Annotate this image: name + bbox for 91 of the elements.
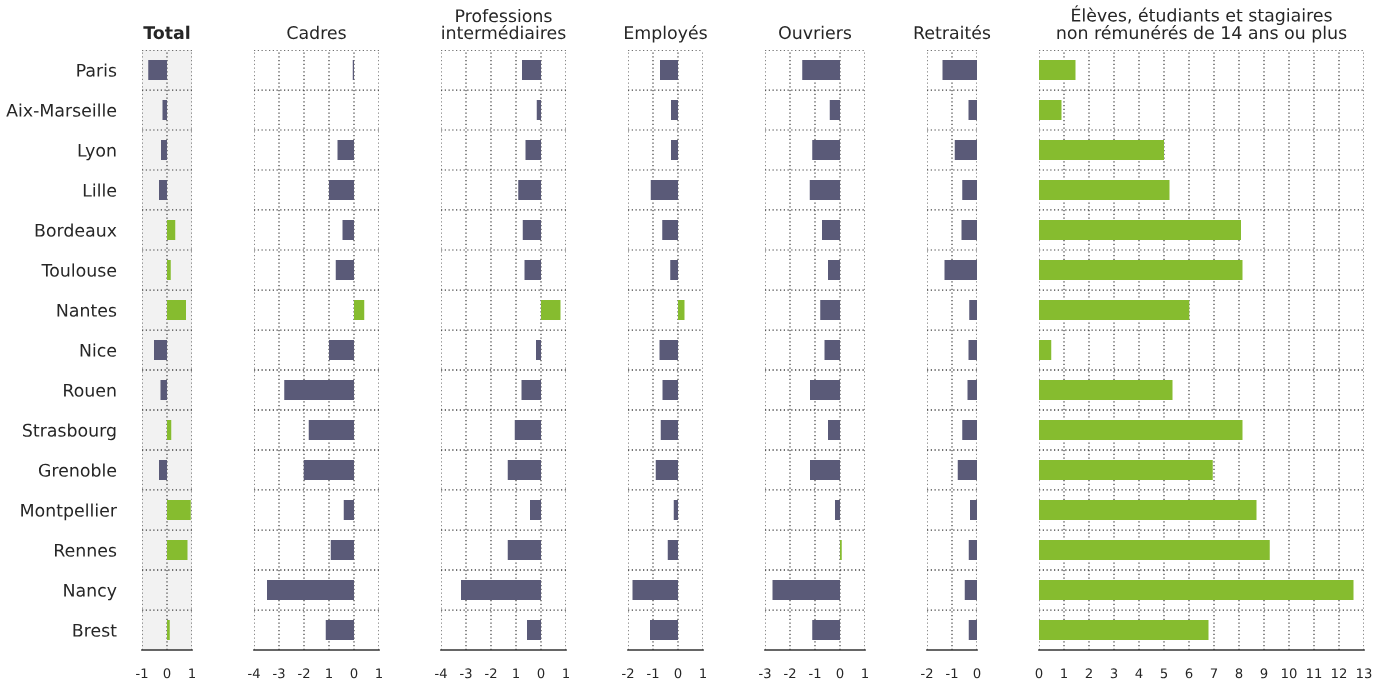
bar [1039, 580, 1354, 600]
bar [1039, 100, 1062, 120]
x-tick-label: -3 [759, 668, 771, 679]
bar [159, 460, 167, 480]
bar [1039, 340, 1052, 360]
chart-title: Cadres [287, 25, 346, 40]
bar [1039, 140, 1164, 160]
x-tick-label: -2 [622, 668, 634, 679]
bar [161, 140, 167, 160]
x-tick-label: 12 [1332, 668, 1347, 679]
x-tick-label: 1 [326, 668, 332, 679]
y-tick-label: Montpellier [21, 503, 117, 521]
y-tick-label: Lille [83, 183, 117, 197]
x-tick-label: -2 [921, 668, 933, 679]
bar [167, 500, 191, 520]
x-tick-label: 1 [1061, 668, 1067, 679]
bar [1039, 460, 1213, 480]
chart-title: Ouvriers [779, 25, 852, 40]
x-tick-label: -1 [647, 668, 659, 679]
x-tick-label: 1 [563, 668, 569, 679]
bar [160, 380, 167, 400]
y-tick-label: Rennes [55, 543, 117, 557]
x-tick-label: 10 [1282, 668, 1297, 679]
chart-title: Employés [625, 25, 707, 43]
bar [167, 420, 172, 440]
y-tick-label: Aix-Marseille [6, 103, 117, 117]
y-tick-label: Nice [80, 343, 117, 357]
bar [1039, 60, 1076, 80]
bar [1039, 180, 1170, 200]
x-tick-label: -1 [136, 668, 148, 679]
x-tick-label: 0 [836, 668, 844, 679]
x-tick-label: 0 [350, 668, 358, 679]
x-tick-label: 0 [537, 668, 545, 679]
x-tick-label: 0 [674, 668, 682, 679]
x-tick-label: 8 [1235, 668, 1243, 679]
x-tick-label: -4 [435, 668, 447, 679]
x-tick-label: 2 [1085, 668, 1092, 679]
bar [1039, 500, 1257, 520]
bar [167, 220, 176, 240]
x-tick-label: -3 [273, 668, 285, 679]
y-tick-label: Nancy [64, 583, 117, 601]
x-tick-label: -2 [784, 668, 796, 679]
x-tick-label: 3 [1110, 668, 1118, 679]
bar [159, 180, 167, 200]
x-tick-label: 11 [1307, 668, 1322, 679]
x-tick-label: 5 [1160, 668, 1168, 679]
y-tick-label: Grenoble [38, 463, 117, 477]
y-tick-label: Paris [77, 63, 117, 77]
y-tick-label: Bordeaux [35, 223, 117, 237]
x-tick-label: -3 [460, 668, 472, 679]
x-tick-label: -4 [248, 668, 260, 679]
chart-title: Professions intermédiaires [442, 8, 566, 40]
chart-title: Élèves, étudiants et stagiaires non rémunérés de 14 ans ou plus [1057, 5, 1347, 43]
y-tick-label: Strasbourg [23, 423, 116, 441]
bar [1039, 300, 1190, 320]
chart-title: Total [143, 25, 190, 40]
bar [1039, 620, 1209, 640]
x-tick-label: 0 [1035, 668, 1043, 679]
bar [167, 540, 188, 560]
bar [1039, 540, 1270, 560]
bar [167, 260, 171, 280]
x-tick-label: 7 [1210, 668, 1218, 679]
x-tick-label: -1 [946, 668, 958, 679]
bar [167, 620, 170, 640]
y-tick-label: Toulouse [41, 263, 117, 277]
x-tick-label: -2 [298, 668, 310, 679]
x-tick-label: 1 [513, 668, 519, 679]
x-tick-label: -2 [485, 668, 497, 679]
x-tick-label: 4 [1135, 668, 1143, 679]
bar [1039, 260, 1243, 280]
x-tick-label: 0 [163, 668, 171, 679]
bar [167, 300, 186, 320]
x-tick-label: 13 [1357, 668, 1372, 679]
bar [1039, 380, 1173, 400]
x-tick-label: 6 [1185, 668, 1193, 679]
x-tick-label: 1 [376, 668, 382, 679]
bar [154, 340, 167, 360]
x-tick-label: 1 [862, 668, 868, 679]
bar [1039, 420, 1243, 440]
x-tick-label: 9 [1260, 668, 1268, 679]
y-tick-label: Brest [73, 623, 117, 637]
bar [148, 60, 167, 80]
y-tick-label: Nantes [57, 303, 117, 317]
x-tick-label: 1 [700, 668, 706, 679]
y-tick-label: Rouen [64, 383, 116, 397]
y-tick-label: Lyon [78, 143, 116, 161]
x-tick-label: -1 [809, 668, 821, 679]
x-tick-label: 0 [973, 668, 981, 679]
chart-title: Retraités [914, 25, 991, 40]
x-tick-label: 1 [189, 668, 195, 679]
bar [1039, 220, 1241, 240]
